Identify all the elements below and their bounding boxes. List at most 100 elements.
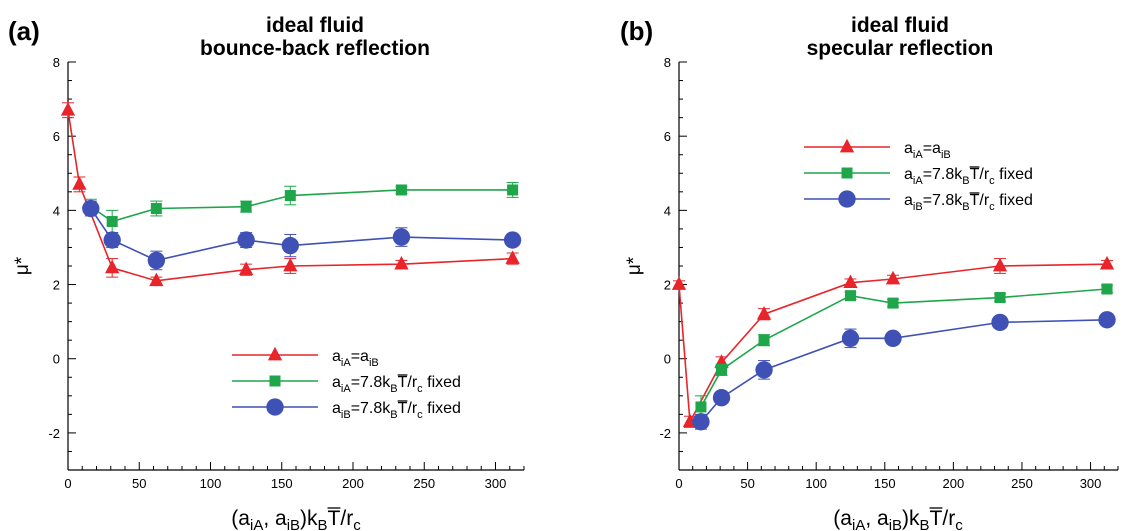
legend: aiA=aiB aiA=7.8kBT/rc fixed aiB=7.8kBT/rc … bbox=[232, 346, 461, 421]
triangle-marker bbox=[283, 257, 298, 272]
chart-title-line: specular reflection bbox=[807, 37, 994, 60]
circle-marker bbox=[237, 231, 255, 249]
circle-marker bbox=[82, 199, 100, 218]
circle-marker bbox=[712, 388, 731, 407]
x-tick-label: 200 bbox=[943, 476, 965, 491]
circle-marker bbox=[1098, 311, 1116, 329]
y-axis-label: μ* bbox=[624, 256, 645, 275]
legend-label: aiA=7.8kBT/rc fixed bbox=[332, 374, 461, 395]
chart-title-line: bounce-back reflection bbox=[200, 37, 430, 60]
circle-marker bbox=[281, 236, 299, 255]
square-marker bbox=[106, 215, 118, 227]
y-tick-label: 6 bbox=[664, 129, 671, 144]
circle-marker bbox=[838, 190, 856, 208]
square-marker bbox=[507, 184, 519, 196]
circle-marker bbox=[392, 228, 411, 246]
x-tick-label: 200 bbox=[342, 476, 364, 491]
x-tick-label: 300 bbox=[1080, 476, 1102, 491]
circle-marker bbox=[841, 329, 860, 348]
square-marker bbox=[1101, 283, 1113, 295]
square-marker bbox=[758, 334, 770, 346]
y-tick-label: 2 bbox=[53, 278, 60, 293]
circle-marker bbox=[103, 231, 121, 249]
square-marker bbox=[269, 375, 281, 387]
series-line bbox=[67, 110, 513, 282]
y-tick-label: 0 bbox=[664, 352, 671, 367]
x-tick-label: 150 bbox=[271, 476, 293, 491]
y-tick-label: -2 bbox=[48, 426, 60, 441]
x-tick-label: 0 bbox=[675, 476, 682, 491]
triangle-marker bbox=[992, 257, 1008, 272]
y-tick-label: 8 bbox=[664, 55, 671, 70]
y-tick-label: 4 bbox=[664, 203, 671, 218]
square-marker bbox=[887, 297, 899, 309]
series-3 bbox=[692, 311, 1116, 431]
x-axis-label: (aiA, aiB)kBT/rc bbox=[833, 507, 963, 531]
square-marker bbox=[841, 167, 853, 179]
triangle-marker bbox=[843, 274, 858, 289]
y-axis-label: μ* bbox=[12, 256, 33, 275]
circle-marker bbox=[884, 329, 902, 348]
y-tick-label: 2 bbox=[664, 278, 671, 293]
series-1 bbox=[60, 101, 520, 287]
chart-title-line: ideal fluid bbox=[851, 14, 949, 37]
legend-label: aiA=aiB bbox=[332, 348, 379, 369]
triangle-marker bbox=[756, 305, 772, 320]
square-marker bbox=[994, 292, 1006, 304]
series-3 bbox=[82, 199, 522, 271]
x-tick-label: 300 bbox=[485, 476, 507, 491]
legend-label: aiA=7.8kBT/rc fixed bbox=[904, 166, 1033, 187]
triangle-marker bbox=[267, 346, 283, 361]
y-tick-label: 8 bbox=[53, 55, 60, 70]
x-tick-label: 50 bbox=[132, 476, 146, 491]
triangle-marker bbox=[60, 101, 76, 116]
y-tick-label: -2 bbox=[659, 426, 671, 441]
triangle-marker bbox=[394, 255, 409, 270]
legend-label: aiB=7.8kBT/rc fixed bbox=[904, 192, 1033, 213]
square-marker bbox=[150, 203, 162, 215]
x-tick-label: 250 bbox=[1011, 476, 1033, 491]
legend-label: aiA=aiB bbox=[904, 140, 951, 161]
chart-title-line: ideal fluid bbox=[266, 14, 364, 37]
x-tick-label: 250 bbox=[413, 476, 435, 491]
x-tick-label: 50 bbox=[740, 476, 754, 491]
square-marker bbox=[395, 184, 407, 196]
x-tick-label: 100 bbox=[200, 476, 222, 491]
x-axis-label: (aiA, aiB)kBT/rc bbox=[231, 507, 361, 531]
triangle-marker bbox=[885, 270, 901, 285]
y-tick-label: 4 bbox=[53, 203, 60, 218]
square-marker bbox=[716, 364, 728, 376]
circle-marker bbox=[692, 413, 710, 431]
x-tick-label: 100 bbox=[805, 476, 827, 491]
series-line bbox=[700, 288, 1108, 408]
square-marker bbox=[240, 201, 252, 213]
x-tick-label: 0 bbox=[64, 476, 71, 491]
y-tick-label: 6 bbox=[53, 129, 60, 144]
square-marker bbox=[844, 290, 856, 302]
y-tick-label: 0 bbox=[53, 352, 60, 367]
circle-marker bbox=[503, 231, 522, 249]
circle-marker bbox=[147, 251, 166, 270]
x-tick-label: 150 bbox=[874, 476, 896, 491]
series-1 bbox=[671, 255, 1115, 428]
legend-label: aiB=7.8kBT/rc fixed bbox=[332, 400, 461, 421]
circle-marker bbox=[266, 398, 284, 416]
panel-label: (a) bbox=[8, 16, 40, 46]
triangle-marker bbox=[105, 259, 120, 274]
triangle-marker bbox=[72, 176, 87, 190]
triangle-marker bbox=[839, 138, 855, 153]
series-2 bbox=[84, 182, 519, 234]
square-marker bbox=[695, 401, 707, 413]
circle-marker bbox=[755, 361, 773, 379]
triangle-marker bbox=[238, 261, 254, 276]
square-marker bbox=[284, 190, 296, 202]
circle-marker bbox=[991, 313, 1009, 332]
triangle-marker bbox=[149, 272, 164, 287]
legend: aiA=aiB aiA=7.8kBT/rc fixed aiB=7.8kBT/rc … bbox=[804, 138, 1033, 213]
series-line bbox=[678, 263, 1108, 425]
panel-label: (b) bbox=[620, 16, 653, 46]
triangle-marker bbox=[671, 276, 687, 290]
